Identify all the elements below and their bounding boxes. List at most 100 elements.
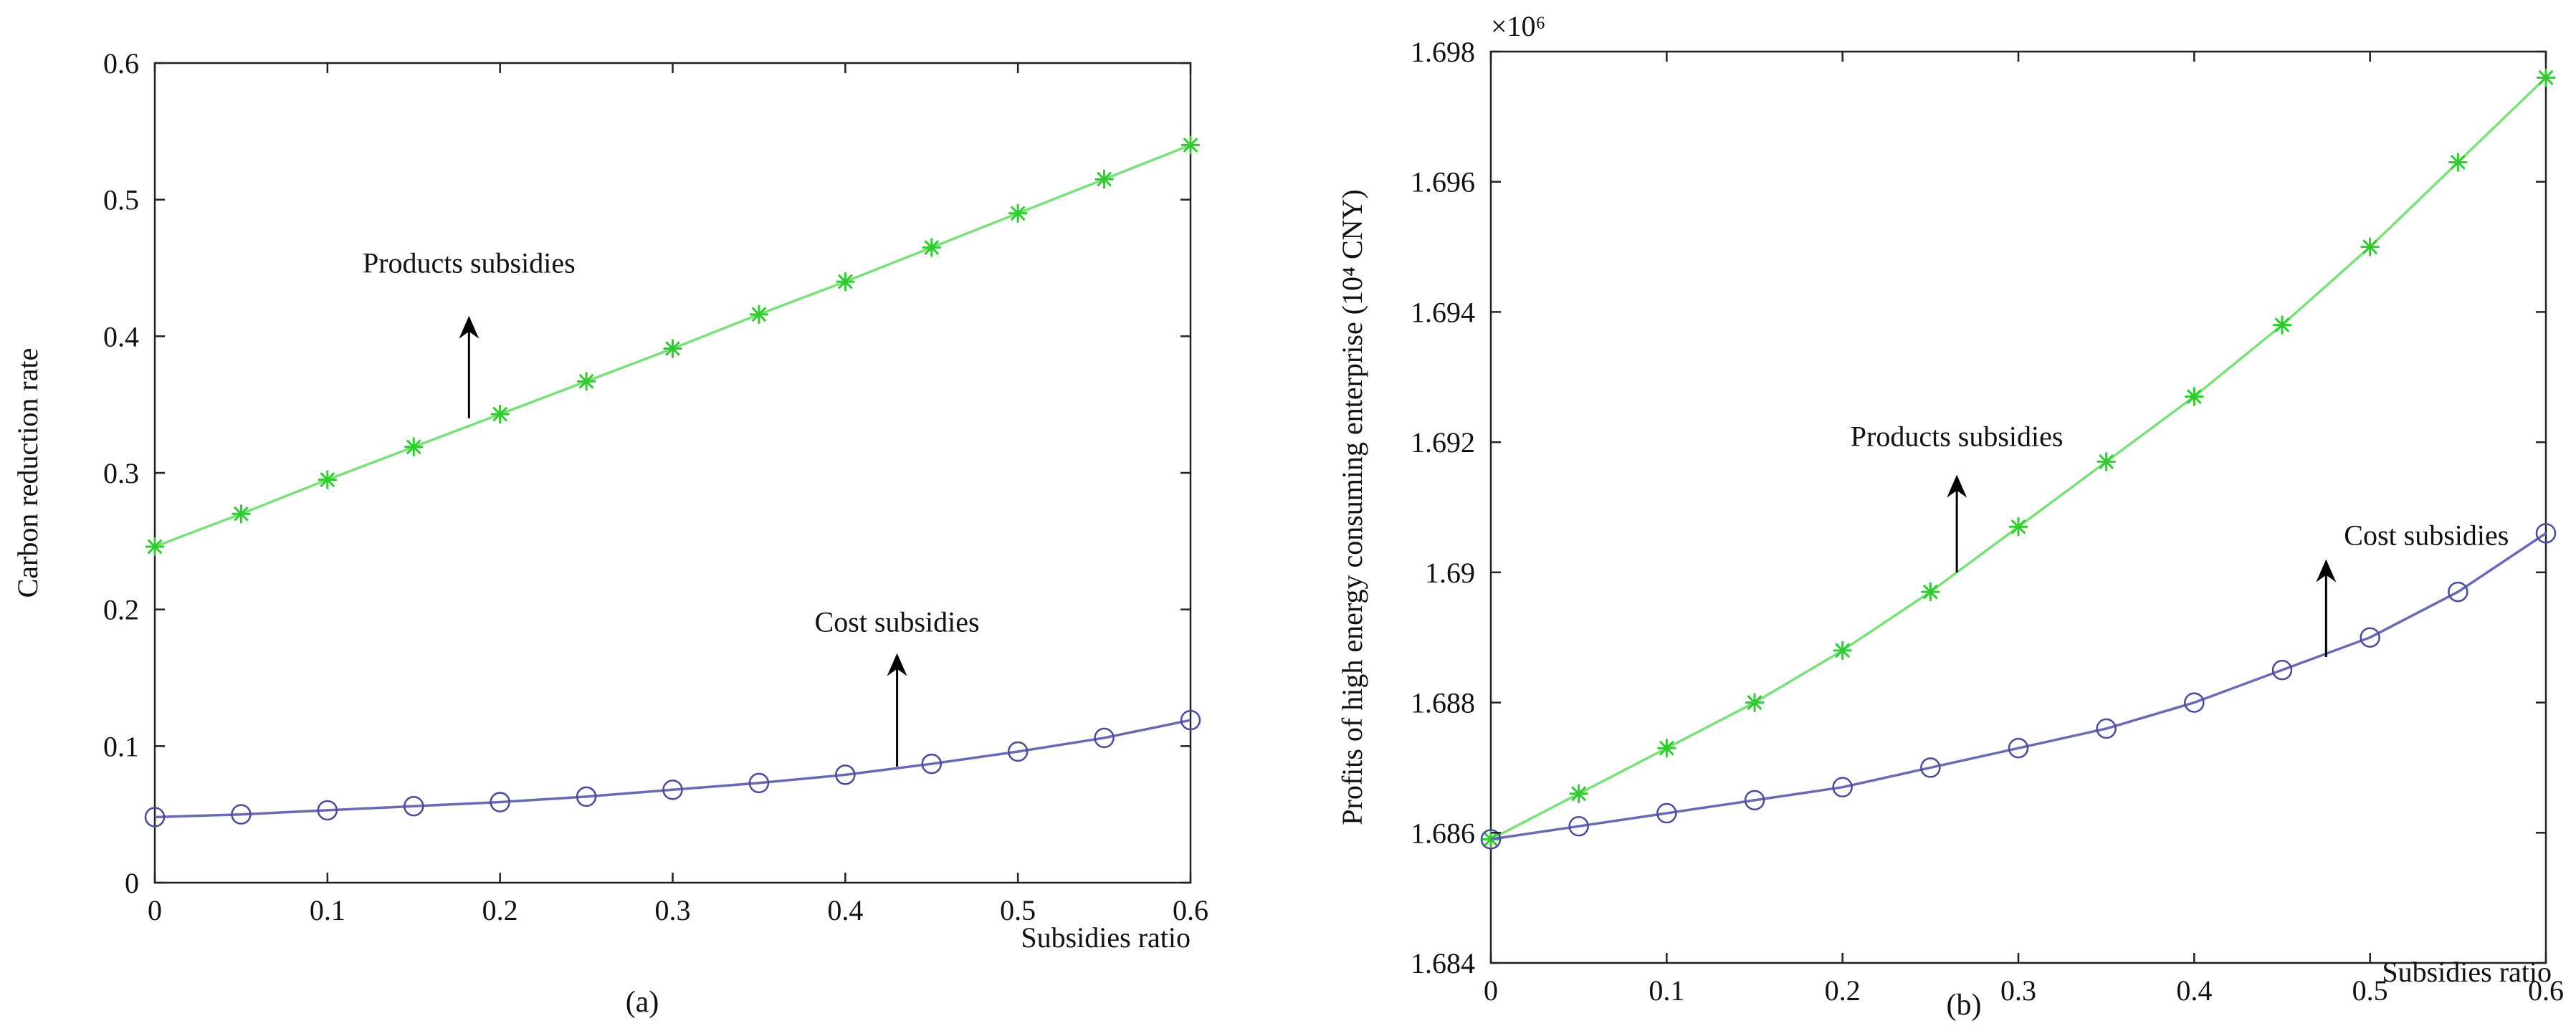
data-point-cost [1832, 777, 1853, 797]
x-axis-label: Subsidies ratio [2382, 956, 2552, 988]
data-point-cost [404, 795, 424, 817]
panel-label: (a) [626, 986, 659, 1019]
data-point-cost [2008, 737, 2029, 759]
data-point-products [2360, 237, 2380, 256]
data-point-products [2096, 452, 2116, 471]
x-tick-label: 0 [148, 894, 162, 926]
data-point-products [1569, 784, 1588, 803]
chart-b-ticks: 0 0.1 0.2 0.3 0.4 0.5 0.6 1.684 1.686 1.688 1.69 1.… [1411, 36, 2564, 1007]
chart-b: Products subsidies Cost subsidies 0 0.1 0.2… [1336, 10, 2564, 1022]
y-axis-label: Carbon reduction rate [11, 348, 44, 598]
data-point-cost [2184, 692, 2205, 713]
annotation-arrow-head [1947, 474, 1967, 498]
data-point-cost [1094, 727, 1115, 749]
data-point-products [836, 272, 855, 292]
data-point-cost [2360, 627, 2380, 648]
y-tick-label: 0 [125, 867, 139, 899]
data-point-products [1094, 170, 1114, 189]
annotation-arrow-head [887, 653, 907, 676]
data-point-products [404, 437, 424, 456]
x-tick-label: 0 [1484, 974, 1498, 1007]
data-point-products [2537, 68, 2555, 87]
annotation-label: Cost subsidies [815, 606, 980, 638]
annotation-arrow-head [459, 315, 480, 339]
data-point-products [2009, 517, 2028, 537]
data-point-cost [1744, 790, 1765, 811]
data-point-cost [2271, 659, 2293, 681]
series-line-cost [1490, 532, 2547, 841]
series-line-products [1490, 77, 2547, 840]
y-tick-label: 0.3 [103, 457, 139, 489]
x-tick-label: 0.5 [1000, 894, 1036, 926]
data-point-cost [576, 786, 597, 807]
x-tick-label: 0.1 [310, 894, 345, 926]
data-point-cost [748, 772, 770, 794]
x-tick-label: 0.1 [1649, 974, 1684, 1007]
chart-a-annotations: Products subsidies Cost subsidies [363, 247, 980, 767]
data-point-cost [1180, 709, 1201, 731]
data-point-products [490, 405, 510, 424]
series-line-cost [154, 719, 1191, 819]
data-point-cost [1480, 829, 1502, 850]
data-point-cost [662, 780, 683, 800]
y-tick-label: 0.2 [103, 594, 139, 626]
x-tick-label: 0.5 [2352, 974, 2388, 1007]
y-tick-label: 1.686 [1411, 817, 1475, 849]
data-point-products [1833, 641, 1852, 660]
plot-frame [1489, 50, 2547, 964]
data-point-cost [835, 764, 856, 785]
y-tick-label: 0.6 [103, 47, 139, 80]
annotation-label: Cost subsidies [2344, 519, 2509, 552]
annotation-arrow-head [2316, 559, 2337, 582]
data-point-cost [317, 800, 338, 821]
annotation-label: Products subsidies [1851, 421, 2064, 453]
data-point-products [749, 304, 768, 324]
panel-label: (b) [1947, 989, 1982, 1022]
data-point-cost [1656, 802, 1677, 824]
x-axis-label: Subsidies ratio [1021, 921, 1191, 954]
annotation-label: Products subsidies [363, 247, 576, 279]
data-point-cost [144, 807, 166, 828]
y-tick-label: 1.694 [1411, 296, 1475, 328]
data-point-products [232, 504, 251, 524]
x-tick-label: 0.6 [2528, 974, 2564, 1007]
data-point-products [1181, 135, 1200, 155]
chart-b-marks [1480, 68, 2557, 850]
x-tick-label: 0.4 [827, 894, 863, 926]
y-exponent-label: ×10⁶ [1491, 10, 1546, 42]
x-tick-label: 0.2 [482, 894, 518, 926]
chart-a-ticks: 0 0.1 0.2 0.3 0.4 0.5 0.6 0 0.1 0.2 0.3 0.4 0.5 0.6 [103, 47, 1208, 926]
data-point-cost [921, 753, 942, 775]
y-tick-label: 1.688 [1411, 687, 1475, 719]
data-point-products [146, 537, 164, 556]
x-tick-label: 0.3 [2000, 974, 2036, 1007]
x-tick-label: 0.4 [2176, 974, 2212, 1007]
data-point-cost [2448, 581, 2468, 603]
data-point-cost [2096, 718, 2117, 739]
x-tick-label: 0.6 [1173, 894, 1208, 926]
data-point-products [1008, 203, 1028, 223]
data-point-cost [2535, 523, 2557, 544]
data-point-cost [1568, 815, 1589, 837]
plot-frame [153, 62, 1192, 884]
chart-a: Products subsidies Cost subsidies 0 0.1 0.2… [11, 47, 1208, 1019]
y-tick-label: 1.69 [1425, 557, 1475, 589]
y-tick-label: 1.692 [1411, 426, 1475, 459]
x-tick-label: 0.2 [1825, 974, 1861, 1007]
data-point-products [577, 372, 596, 391]
chart-b-annotations: Products subsidies Cost subsidies [1851, 421, 2509, 657]
data-point-products [2448, 153, 2468, 172]
y-tick-label: 0.4 [103, 320, 139, 353]
data-point-products [1657, 739, 1676, 758]
y-tick-label: 1.698 [1411, 36, 1475, 68]
data-point-cost [231, 804, 252, 825]
data-point-products [2185, 387, 2204, 406]
data-point-products [1745, 693, 1764, 712]
data-point-products [318, 470, 337, 489]
y-tick-label: 0.1 [103, 730, 139, 762]
data-point-products [663, 339, 682, 358]
data-point-products [922, 238, 941, 257]
data-point-cost [1920, 757, 1941, 778]
y-tick-label: 1.696 [1411, 166, 1475, 198]
